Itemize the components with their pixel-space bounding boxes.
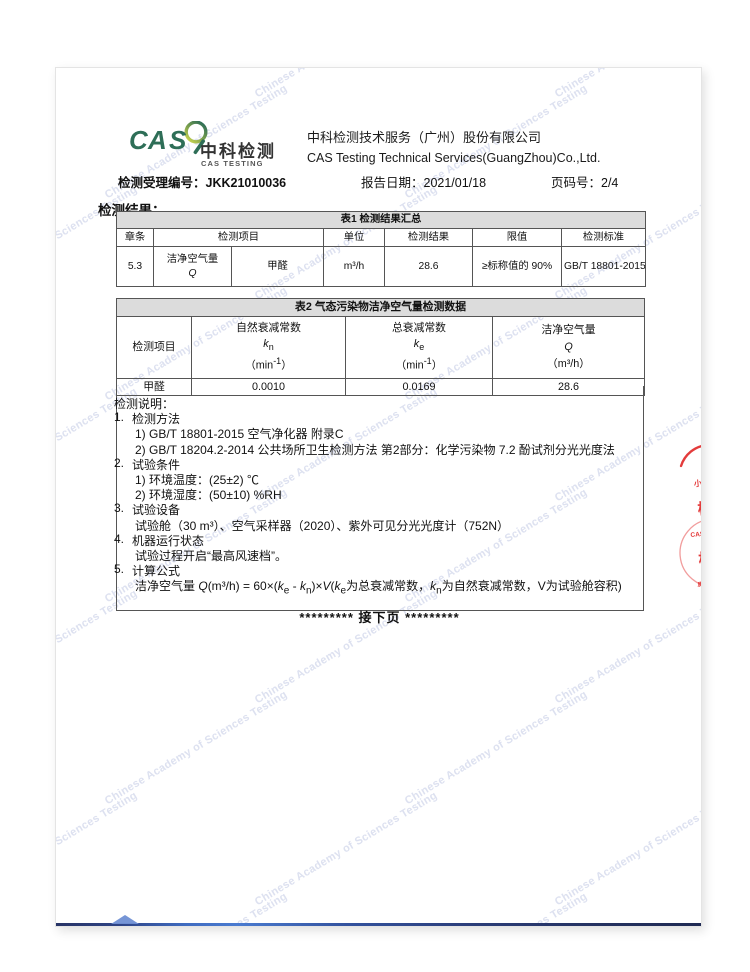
svg-text:质量认证专用章: 质量认证专用章 [697,577,702,588]
svg-text:检测: 检测 [697,497,702,518]
svg-text:S: S [169,125,187,155]
svg-text:C: C [129,125,149,155]
svg-text:A: A [147,125,165,155]
svg-text:检测: 检测 [698,548,702,570]
